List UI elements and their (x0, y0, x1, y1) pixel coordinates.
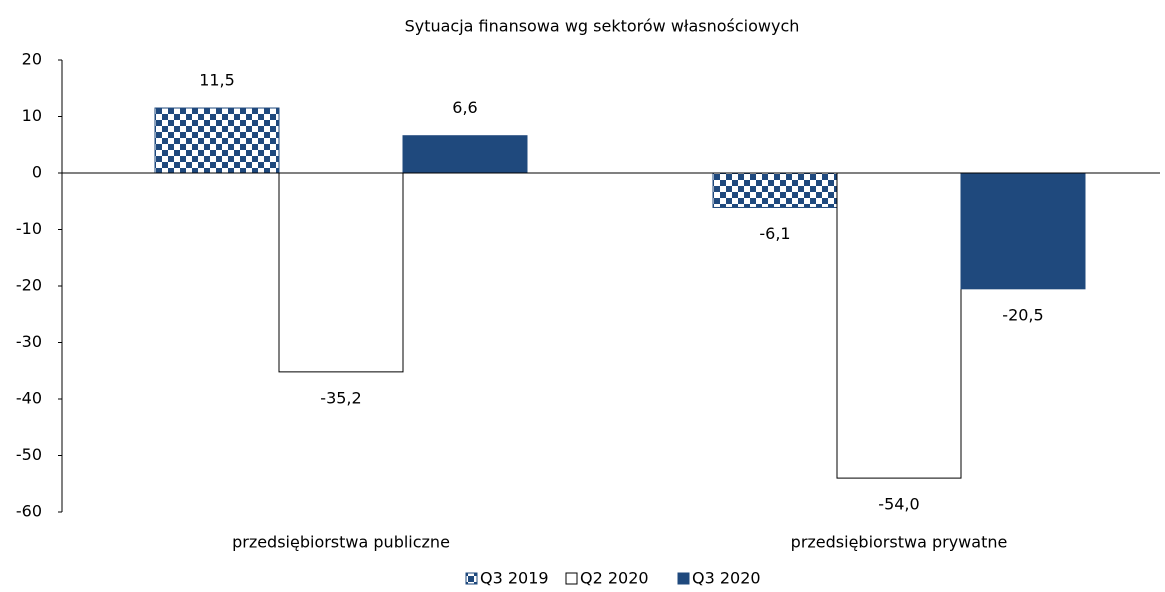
value-label: -20,5 (1002, 305, 1043, 324)
legend-label: Q2 2020 (580, 569, 649, 588)
value-label: 6,6 (452, 98, 477, 117)
value-label: -54,0 (878, 495, 919, 514)
bar (712, 172, 838, 208)
y-tick-label: 20 (22, 50, 42, 69)
legend-label: Q3 2020 (692, 569, 761, 588)
y-tick-label: -30 (16, 332, 42, 351)
bar (960, 172, 1086, 290)
y-tick-label: -60 (16, 502, 42, 521)
legend-swatch (565, 572, 578, 585)
bar (836, 172, 962, 479)
bar (278, 172, 404, 373)
y-tick-label: 0 (32, 163, 42, 182)
y-tick-label: -10 (16, 219, 42, 238)
bar (402, 135, 528, 174)
x-tick-label: przedsiębiorstwa prywatne (791, 533, 1008, 552)
y-tick-label: -20 (16, 276, 42, 295)
y-tick-label: -50 (16, 445, 42, 464)
value-label: -6,1 (759, 224, 790, 243)
legend-label: Q3 2019 (480, 569, 549, 588)
bar (154, 107, 280, 174)
y-tick-label: 10 (22, 106, 42, 125)
legend-swatch (465, 572, 478, 585)
chart-title: Sytuacja finansowa wg sektorów własności… (405, 17, 800, 36)
x-tick-label: przedsiębiorstwa publiczne (232, 533, 450, 552)
legend-swatch (677, 572, 690, 585)
value-label: -35,2 (320, 388, 361, 407)
y-tick-label: -40 (16, 389, 42, 408)
value-label: 11,5 (199, 71, 235, 90)
